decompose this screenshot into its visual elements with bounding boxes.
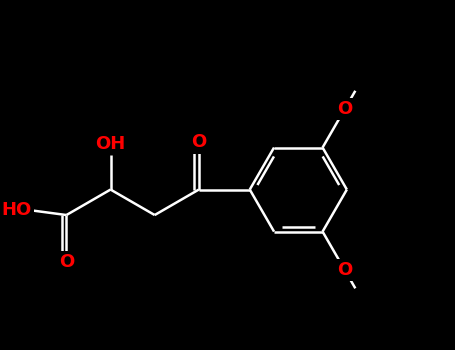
Text: HO: HO	[1, 201, 31, 219]
Text: OH: OH	[96, 135, 126, 153]
Text: O: O	[191, 133, 207, 152]
Text: O: O	[59, 253, 74, 271]
Text: O: O	[337, 100, 353, 118]
Text: O: O	[337, 261, 353, 279]
